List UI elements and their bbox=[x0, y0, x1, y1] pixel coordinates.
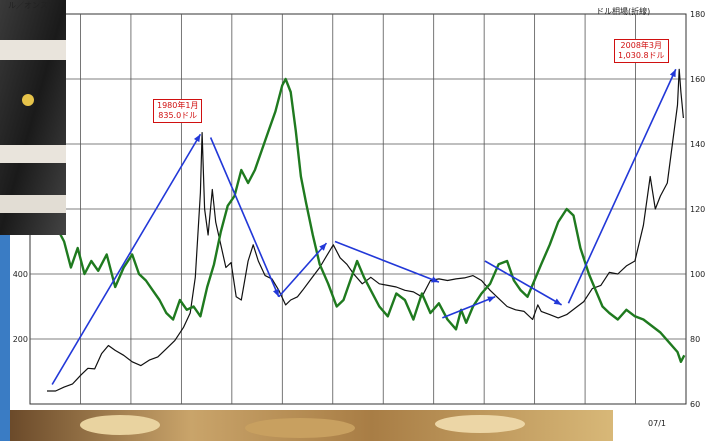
trend-arrow bbox=[484, 260, 563, 306]
trend-arrow-head bbox=[669, 69, 676, 78]
left-axis-ticks: 200 400 bbox=[13, 270, 28, 344]
right-tick-label: 80 bbox=[690, 335, 700, 344]
callout-1980-date: 1980年1月 bbox=[157, 101, 199, 110]
gold-price-line bbox=[47, 68, 684, 392]
right-tick-label: 120 bbox=[690, 205, 705, 214]
right-axis-ticks: 60 80 100 120 140 160 180 07/1 bbox=[648, 10, 705, 428]
x-tick-label: 07/1 bbox=[648, 419, 666, 428]
right-tick-label: 160 bbox=[690, 75, 705, 84]
right-axis-label: ドル相場(折線) bbox=[596, 7, 651, 16]
trend-arrow-head bbox=[193, 134, 201, 143]
dollar-index-line bbox=[46, 77, 686, 363]
callout-2008-price: 1,030.8ドル bbox=[618, 51, 665, 60]
right-tick-label: 180 bbox=[690, 10, 705, 19]
trend-arrow-head bbox=[319, 243, 327, 251]
series-layer bbox=[46, 68, 686, 392]
trend-arrow bbox=[567, 68, 677, 304]
trend-arrow-head bbox=[273, 288, 279, 297]
trend-arrow bbox=[442, 296, 496, 319]
nuts-photo bbox=[10, 410, 613, 441]
callout-1980-price: 835.0ドル bbox=[158, 111, 198, 120]
trend-arrow-head bbox=[430, 276, 439, 283]
trend-arrow bbox=[334, 240, 440, 283]
left-tick-label: 400 bbox=[13, 270, 28, 279]
trend-arrows bbox=[51, 68, 677, 385]
right-tick-label: 100 bbox=[690, 270, 705, 279]
cow-photo bbox=[0, 0, 66, 441]
right-tick-label: 140 bbox=[690, 140, 705, 149]
left-tick-label: 200 bbox=[13, 335, 28, 344]
callout-1980: 1980年1月 835.0ドル bbox=[153, 99, 203, 123]
left-axis-unit: ル／オンス) bbox=[8, 1, 51, 10]
trend-arrow bbox=[209, 137, 280, 298]
right-tick-label: 60 bbox=[690, 400, 700, 409]
trend-arrow-head bbox=[487, 296, 496, 303]
trend-arrow bbox=[278, 242, 328, 298]
callout-2008-date: 2008年3月 bbox=[620, 41, 662, 50]
grid-lines bbox=[29, 13, 687, 405]
trend-arrow-head bbox=[553, 298, 562, 305]
trend-arrow bbox=[51, 133, 202, 385]
callout-2008: 2008年3月 1,030.8ドル bbox=[614, 39, 669, 63]
